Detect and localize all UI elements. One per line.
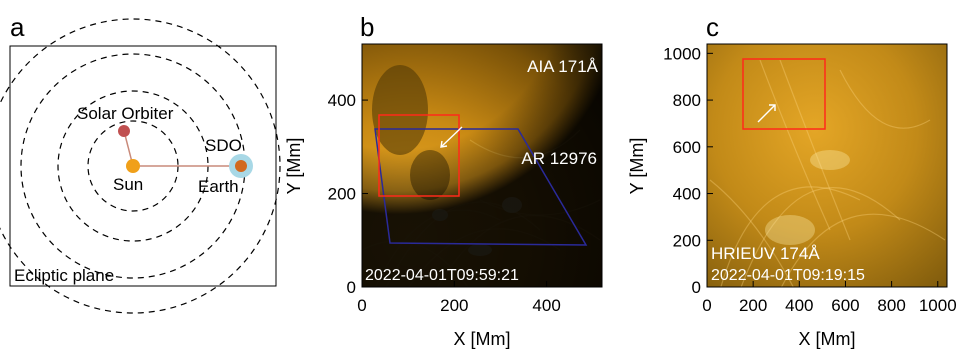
panel-b-ylabel: Y [Mm]: [284, 138, 304, 195]
y-tick-label: 800: [673, 91, 701, 110]
orbit-ring-4: [0, 18, 281, 314]
panel-b-xlabel: X [Mm]: [454, 329, 511, 349]
x-tick-label: 1000: [919, 296, 957, 315]
sun-marker: [126, 159, 140, 173]
x-tick-label: 600: [831, 296, 859, 315]
sdo-label: SDO: [205, 136, 242, 155]
y-tick-label: 0: [692, 278, 701, 297]
x-tick-label: 200: [739, 296, 767, 315]
y-tick-label: 1000: [663, 44, 701, 63]
y-tick-label: 400: [673, 185, 701, 204]
x-tick-label: 400: [785, 296, 813, 315]
aia-instrument-label: AIA 171Å: [527, 57, 599, 76]
y-tick-label: 0: [347, 278, 356, 297]
hrieuv-zoom-box-c: [742, 58, 826, 130]
solar-orbiter-label: Solar Orbiter: [77, 104, 174, 123]
x-tick-label: 0: [357, 296, 366, 315]
sun-label: Sun: [113, 175, 143, 194]
x-tick-label: 800: [877, 296, 905, 315]
panel-a-letter: a: [10, 12, 25, 42]
ar-polygon: [374, 128, 588, 246]
hrieuv-image: [707, 44, 947, 287]
y-tick-label: 200: [673, 231, 701, 250]
ecliptic-plane-label: Ecliptic plane: [14, 266, 114, 285]
panel-c-ylabel: Y [Mm]: [627, 138, 647, 195]
y-tick-label: 400: [328, 91, 356, 110]
arrow-b: [440, 126, 463, 148]
y-tick-label: 200: [328, 185, 356, 204]
hrieuv-instrument-label: HRIEUV 174Å: [711, 244, 820, 263]
axes-b: 0 200 400 0 200 400: [328, 91, 561, 315]
x-tick-label: 200: [440, 296, 468, 315]
hrieuv-image-frame: [706, 43, 948, 288]
panel-c-xlabel: X [Mm]: [799, 329, 856, 349]
aia-image: [362, 44, 602, 287]
arrow-c: [757, 104, 776, 123]
axes-c: 0 200 400 600 800 1000 0 200 400 600 800 1000: [663, 44, 957, 315]
y-tick-label: 600: [673, 138, 701, 157]
panel-b-letter: b: [360, 12, 374, 42]
ar-label: AR 12976: [521, 149, 597, 168]
x-tick-label: 0: [702, 296, 711, 315]
aia-timestamp: 2022-04-01T09:59:21: [365, 267, 519, 284]
earth-label: Earth: [198, 177, 239, 196]
aia-image-frame: [361, 43, 603, 288]
solar-orbiter-marker: [118, 125, 130, 137]
hrieuv-timestamp: 2022-04-01T09:19:15: [711, 267, 865, 284]
x-tick-label: 400: [532, 296, 560, 315]
hrieuv-fov-box-b: [378, 114, 460, 197]
earth-marker: [235, 160, 247, 172]
panel-c-letter: c: [706, 12, 719, 42]
